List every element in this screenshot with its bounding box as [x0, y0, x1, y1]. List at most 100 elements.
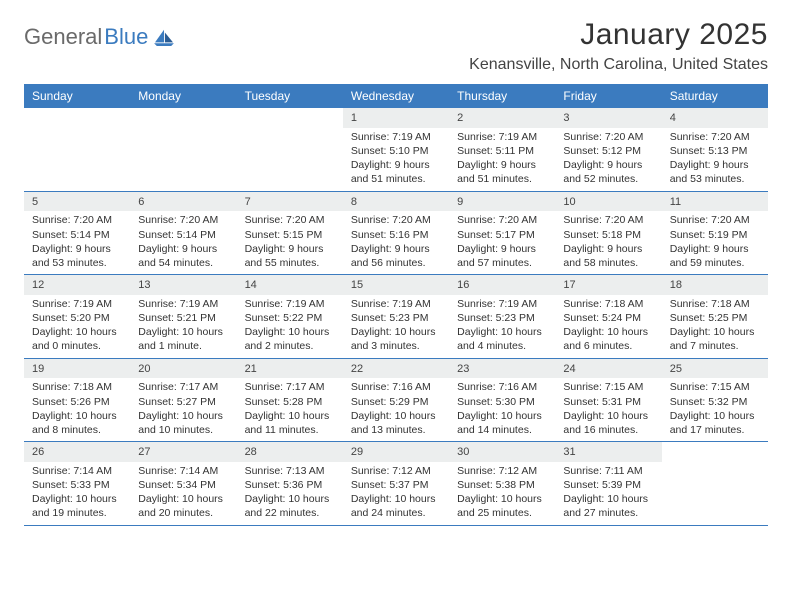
daylight1-line: Daylight: 10 hours — [245, 409, 337, 423]
day-number: 24 — [555, 359, 661, 379]
daylight2-line: and 52 minutes. — [563, 172, 655, 186]
sunset-line: Sunset: 5:14 PM — [138, 228, 230, 242]
cell-body: Sunrise: 7:20 AMSunset: 5:19 PMDaylight:… — [662, 211, 768, 274]
daylight2-line: and 22 minutes. — [245, 506, 337, 520]
daylight1-line: Daylight: 10 hours — [138, 325, 230, 339]
day-number: 3 — [555, 108, 661, 128]
daylight1-line: Daylight: 10 hours — [351, 409, 443, 423]
calendar-cell: 26Sunrise: 7:14 AMSunset: 5:33 PMDayligh… — [24, 442, 130, 525]
daylight2-line: and 7 minutes. — [670, 339, 762, 353]
calendar-cell — [237, 108, 343, 191]
logo-word-2: Blue — [104, 24, 148, 50]
sunrise-line: Sunrise: 7:11 AM — [563, 464, 655, 478]
sunset-line: Sunset: 5:14 PM — [32, 228, 124, 242]
cell-body: Sunrise: 7:20 AMSunset: 5:14 PMDaylight:… — [24, 211, 130, 274]
cell-body: Sunrise: 7:20 AMSunset: 5:14 PMDaylight:… — [130, 211, 236, 274]
week-row: 1Sunrise: 7:19 AMSunset: 5:10 PMDaylight… — [24, 108, 768, 192]
day-number: 19 — [24, 359, 130, 379]
sunset-line: Sunset: 5:13 PM — [670, 144, 762, 158]
sunrise-line: Sunrise: 7:17 AM — [245, 380, 337, 394]
weekday-header: Tuesday — [237, 84, 343, 108]
day-number: 27 — [130, 442, 236, 462]
daylight2-line: and 54 minutes. — [138, 256, 230, 270]
sunrise-line: Sunrise: 7:19 AM — [457, 130, 549, 144]
sunrise-line: Sunrise: 7:15 AM — [670, 380, 762, 394]
logo: General Blue — [24, 18, 175, 50]
day-number: 15 — [343, 275, 449, 295]
cell-body: Sunrise: 7:19 AMSunset: 5:11 PMDaylight:… — [449, 128, 555, 191]
week-row: 26Sunrise: 7:14 AMSunset: 5:33 PMDayligh… — [24, 442, 768, 526]
daylight2-line: and 19 minutes. — [32, 506, 124, 520]
calendar-cell: 9Sunrise: 7:20 AMSunset: 5:17 PMDaylight… — [449, 192, 555, 275]
cell-body: Sunrise: 7:16 AMSunset: 5:30 PMDaylight:… — [449, 378, 555, 441]
cell-body: Sunrise: 7:15 AMSunset: 5:32 PMDaylight:… — [662, 378, 768, 441]
calendar-cell: 3Sunrise: 7:20 AMSunset: 5:12 PMDaylight… — [555, 108, 661, 191]
daylight1-line: Daylight: 10 hours — [457, 492, 549, 506]
daylight2-line: and 8 minutes. — [32, 423, 124, 437]
daylight2-line: and 59 minutes. — [670, 256, 762, 270]
daylight1-line: Daylight: 10 hours — [457, 409, 549, 423]
calendar-cell: 30Sunrise: 7:12 AMSunset: 5:38 PMDayligh… — [449, 442, 555, 525]
daylight1-line: Daylight: 9 hours — [138, 242, 230, 256]
sunrise-line: Sunrise: 7:20 AM — [245, 213, 337, 227]
sunrise-line: Sunrise: 7:12 AM — [457, 464, 549, 478]
calendar-cell: 31Sunrise: 7:11 AMSunset: 5:39 PMDayligh… — [555, 442, 661, 525]
week-row: 19Sunrise: 7:18 AMSunset: 5:26 PMDayligh… — [24, 359, 768, 443]
calendar-cell: 2Sunrise: 7:19 AMSunset: 5:11 PMDaylight… — [449, 108, 555, 191]
cell-body: Sunrise: 7:19 AMSunset: 5:21 PMDaylight:… — [130, 295, 236, 358]
sunset-line: Sunset: 5:31 PM — [563, 395, 655, 409]
daylight2-line: and 11 minutes. — [245, 423, 337, 437]
cell-body: Sunrise: 7:18 AMSunset: 5:25 PMDaylight:… — [662, 295, 768, 358]
cell-body: Sunrise: 7:19 AMSunset: 5:23 PMDaylight:… — [343, 295, 449, 358]
calendar-cell: 22Sunrise: 7:16 AMSunset: 5:29 PMDayligh… — [343, 359, 449, 442]
calendar-cell: 27Sunrise: 7:14 AMSunset: 5:34 PMDayligh… — [130, 442, 236, 525]
sunset-line: Sunset: 5:19 PM — [670, 228, 762, 242]
daylight1-line: Daylight: 9 hours — [670, 158, 762, 172]
calendar-cell: 25Sunrise: 7:15 AMSunset: 5:32 PMDayligh… — [662, 359, 768, 442]
sunrise-line: Sunrise: 7:20 AM — [563, 213, 655, 227]
week-row: 12Sunrise: 7:19 AMSunset: 5:20 PMDayligh… — [24, 275, 768, 359]
daylight1-line: Daylight: 9 hours — [351, 158, 443, 172]
daylight1-line: Daylight: 9 hours — [32, 242, 124, 256]
day-number: 17 — [555, 275, 661, 295]
day-number: 10 — [555, 192, 661, 212]
sunset-line: Sunset: 5:10 PM — [351, 144, 443, 158]
daylight2-line: and 25 minutes. — [457, 506, 549, 520]
cell-body: Sunrise: 7:19 AMSunset: 5:23 PMDaylight:… — [449, 295, 555, 358]
calendar-cell: 17Sunrise: 7:18 AMSunset: 5:24 PMDayligh… — [555, 275, 661, 358]
daylight1-line: Daylight: 10 hours — [138, 492, 230, 506]
day-number: 2 — [449, 108, 555, 128]
cell-body: Sunrise: 7:12 AMSunset: 5:37 PMDaylight:… — [343, 462, 449, 525]
day-number: 4 — [662, 108, 768, 128]
sunrise-line: Sunrise: 7:20 AM — [457, 213, 549, 227]
day-number: 28 — [237, 442, 343, 462]
sunset-line: Sunset: 5:29 PM — [351, 395, 443, 409]
cell-body: Sunrise: 7:20 AMSunset: 5:18 PMDaylight:… — [555, 211, 661, 274]
calendar-cell: 5Sunrise: 7:20 AMSunset: 5:14 PMDaylight… — [24, 192, 130, 275]
cell-body: Sunrise: 7:18 AMSunset: 5:24 PMDaylight:… — [555, 295, 661, 358]
sunset-line: Sunset: 5:11 PM — [457, 144, 549, 158]
sunrise-line: Sunrise: 7:19 AM — [351, 297, 443, 311]
calendar-cell: 14Sunrise: 7:19 AMSunset: 5:22 PMDayligh… — [237, 275, 343, 358]
sunrise-line: Sunrise: 7:20 AM — [32, 213, 124, 227]
day-number: 20 — [130, 359, 236, 379]
weeks-container: 1Sunrise: 7:19 AMSunset: 5:10 PMDaylight… — [24, 108, 768, 526]
daylight1-line: Daylight: 10 hours — [351, 325, 443, 339]
daylight2-line: and 27 minutes. — [563, 506, 655, 520]
cell-body: Sunrise: 7:16 AMSunset: 5:29 PMDaylight:… — [343, 378, 449, 441]
sunrise-line: Sunrise: 7:16 AM — [457, 380, 549, 394]
daylight1-line: Daylight: 10 hours — [563, 409, 655, 423]
daylight1-line: Daylight: 10 hours — [351, 492, 443, 506]
calendar-cell — [24, 108, 130, 191]
calendar-cell: 29Sunrise: 7:12 AMSunset: 5:37 PMDayligh… — [343, 442, 449, 525]
sunrise-line: Sunrise: 7:20 AM — [670, 130, 762, 144]
calendar-cell: 21Sunrise: 7:17 AMSunset: 5:28 PMDayligh… — [237, 359, 343, 442]
sunrise-line: Sunrise: 7:19 AM — [457, 297, 549, 311]
daylight2-line: and 56 minutes. — [351, 256, 443, 270]
day-number: 22 — [343, 359, 449, 379]
weekday-header: Sunday — [24, 84, 130, 108]
cell-body: Sunrise: 7:12 AMSunset: 5:38 PMDaylight:… — [449, 462, 555, 525]
logo-word-1: General — [24, 24, 102, 50]
month-title: January 2025 — [469, 18, 768, 52]
sunset-line: Sunset: 5:21 PM — [138, 311, 230, 325]
